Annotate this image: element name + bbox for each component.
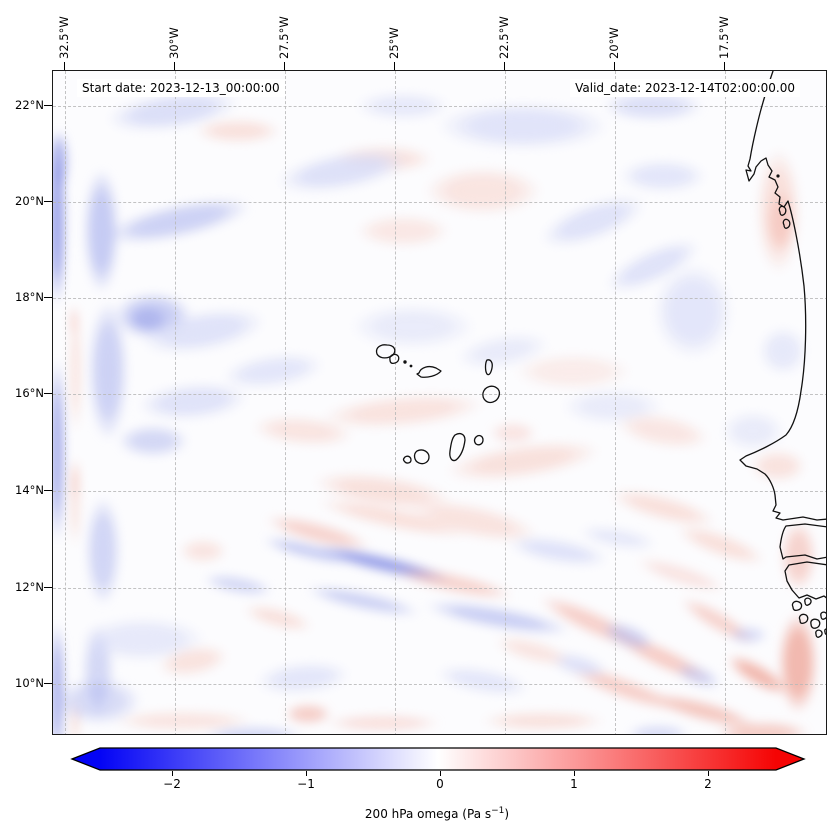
y-tick-mark [44, 683, 52, 685]
y-tick-mark [44, 201, 52, 203]
field-blob [343, 211, 463, 251]
omega-field-raster [53, 71, 826, 734]
x-tick-label: 20°W [606, 27, 621, 59]
colorbar-gradient-bar [100, 748, 776, 770]
field-blob [69, 691, 81, 734]
x-tick-label: 30°W [166, 27, 181, 59]
colorbar-tick-mark [574, 771, 576, 776]
colorbar-tick-mark [172, 771, 174, 776]
x-tick-mark [64, 62, 66, 70]
coastline-overlay [375, 71, 826, 638]
y-tick-mark [44, 297, 52, 299]
colorbar-outline [70, 747, 806, 771]
coastline-africa [739, 71, 826, 600]
y-tick-mark [44, 587, 52, 589]
y-tick-label: 16°N [15, 386, 44, 400]
colorbar-tick-mark [306, 771, 308, 776]
field-blob [643, 251, 743, 371]
x-tick-label: 17.5°W [716, 16, 731, 59]
field-blob [723, 624, 773, 646]
colorbar-label-text: 200 hPa omega (Pa s [364, 807, 492, 821]
x-tick-mark [284, 62, 286, 70]
valid-date-annotation: Valid_date: 2023-12-14T02:00:00.00 [570, 79, 800, 97]
x-tick-mark [724, 62, 726, 70]
colorbar-tick-label: −1 [297, 777, 315, 791]
field-blob [69, 441, 81, 561]
field-blob [53, 121, 72, 201]
field-blob [498, 348, 648, 394]
colorbar-tick-label: 0 [436, 777, 444, 791]
x-tick-label: 27.5°W [276, 16, 291, 59]
y-tick-mark [44, 393, 52, 395]
field-blob [308, 712, 458, 734]
coastline-cape-verde-islands [375, 344, 500, 465]
y-tick-label: 14°N [15, 483, 44, 497]
colorbar-extend-right-arrow [776, 748, 804, 770]
field-blob [69, 301, 79, 341]
field-blob [68, 291, 82, 451]
colorbar-extend-left-arrow [72, 748, 100, 770]
coastline-bijagos-islands [791, 597, 826, 638]
y-tick-label: 18°N [15, 290, 44, 304]
colorbar-tick-mark [708, 771, 710, 776]
y-tick-label: 12°N [15, 580, 44, 594]
colorbar-label-close: ) [504, 807, 510, 821]
colorbar-tick-label: 1 [570, 777, 578, 791]
field-blob [703, 718, 823, 734]
field-blob [70, 456, 80, 506]
map-plot-area: Start date: 2023-12-13_00:00:00 Valid_da… [52, 70, 827, 735]
field-blob [183, 116, 293, 146]
colorbar-tick-label: 2 [704, 777, 712, 791]
colorbar-label: 200 hPa omega (Pa s−1) [287, 802, 587, 823]
field-blob [108, 421, 198, 461]
islet-dots [403, 174, 780, 368]
x-tick-label: 22.5°W [496, 16, 511, 59]
coastline-arguin-islets [778, 205, 791, 229]
field-blob [618, 722, 698, 734]
colorbar [70, 747, 806, 771]
field-blob [463, 709, 623, 733]
x-tick-mark [394, 62, 396, 70]
colorbar-tick-mark [440, 771, 442, 776]
field-blob [173, 536, 233, 566]
field-blob [750, 131, 806, 291]
field-blob [93, 708, 273, 734]
x-tick-mark [174, 62, 176, 70]
y-tick-label: 20°N [15, 194, 44, 208]
y-tick-label: 22°N [15, 98, 44, 112]
x-tick-mark [504, 62, 506, 70]
y-tick-mark [44, 490, 52, 492]
x-tick-mark [614, 62, 616, 70]
x-tick-label: 25°W [386, 27, 401, 59]
field-blob [408, 161, 558, 221]
field-blob [53, 331, 67, 571]
x-tick-label: 32.5°W [56, 16, 71, 59]
colorbar-tick-label: −2 [163, 777, 181, 791]
colorbar-label-superscript: −1 [491, 806, 505, 816]
y-tick-label: 10°N [15, 676, 44, 690]
field-blob [81, 481, 125, 621]
field-blob [483, 419, 543, 447]
y-tick-mark [44, 105, 52, 107]
field-blob [278, 701, 338, 727]
start-date-annotation: Start date: 2023-12-13_00:00:00 [77, 79, 285, 97]
